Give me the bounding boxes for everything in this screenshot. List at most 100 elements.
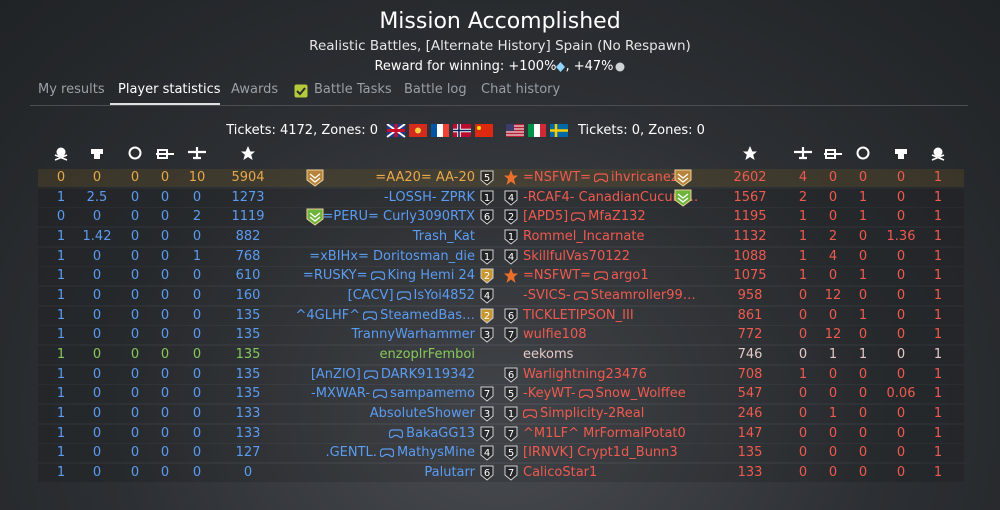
score: 133 [235,425,261,441]
stat: 0 [192,288,202,304]
rank-shield [480,268,494,284]
player-row [38,267,964,286]
reward-text: , +47% [565,59,614,74]
player-row [38,326,964,345]
rank-icon: 4 [480,445,494,462]
tab[interactable]: My results [38,82,105,97]
player-name[interactable]: BakaGG13 [389,425,475,443]
player-name[interactable]: enzoplrFemboi [380,346,475,364]
stat: 0 [896,465,906,481]
player-name[interactable]: Rommel_Incarnate [523,228,644,246]
player-name[interactable]: eekoms [523,346,573,364]
tab[interactable]: Player statistics [118,82,221,97]
player-name[interactable]: -RCAF4- CanadianCucum… [523,189,698,207]
stat: 1 [858,268,868,284]
stat: 0 [92,307,102,323]
player-name[interactable]: Palutarr [424,464,475,482]
score: 547 [737,386,763,402]
player-name[interactable]: =xBIHx= Doritosman_die [309,248,475,266]
rank-star [504,170,518,185]
player-name[interactable]: ^4GLHF^ SteamedBas… [295,307,475,325]
stat: 0 [160,229,170,244]
player-name[interactable]: -SVICS- Steamroller99… [523,287,696,305]
player-name[interactable]: =AA20= AA-20 [375,169,475,187]
player-name[interactable]: ^M1LF^ MrFormalPotat0 [523,425,686,443]
tab[interactable]: Chat history [481,82,561,97]
gamepad [389,429,404,438]
stat: 1 [933,445,943,461]
rank-icon [504,347,518,363]
nickname: [IRNVK] Crypt1d_Bunn3 [523,445,678,461]
stat: 0 [92,327,102,343]
nickname: -LOSSH- ZPRK [383,189,475,205]
stat: 4 [828,248,838,264]
stat: 0 [160,189,170,205]
award-icon [856,146,870,160]
score: 135 [235,347,261,363]
stat: 0 [896,189,906,205]
stat: 0 [160,347,170,363]
stat: 1 [56,327,66,343]
player-row [38,306,964,325]
player-name[interactable]: =RUSKY= King Hemi 24 [303,267,475,285]
flags [386,124,568,138]
console-icon [363,311,378,320]
player-name[interactable]: Simplicity-2Real [523,405,644,423]
rank-star [504,268,518,284]
player-name[interactable]: =PERU= Curly3090RTX [322,208,475,226]
nickname: enzoplrFemboi [379,347,475,363]
rank-shield [480,249,494,265]
player-name[interactable]: =NSFWT= argo1 [523,267,649,285]
stat: 0 [896,425,906,441]
stat: 0 [130,307,140,323]
stat: 0 [828,366,838,382]
stat: 0 [192,425,202,441]
player-name[interactable]: Warlightning23476 [523,366,647,384]
stat: 0 [896,307,906,323]
gamepad [370,271,385,281]
stat: 1 [828,347,838,363]
stat: 0 [858,248,868,264]
player-name[interactable]: -LOSSH- ZPRK [384,189,475,207]
console-icon [370,271,385,281]
player-name[interactable]: [APD5] MfaZ132 [523,208,646,226]
rank-icon: 7 [480,426,494,442]
player-name[interactable]: -KeyWT- Snow_Wolffee [523,385,686,403]
player-name[interactable]: TrannyWarhammer [352,326,476,344]
rank-shield [480,288,494,304]
player-row [38,169,964,187]
tab[interactable]: Awards [231,82,279,97]
player-name[interactable]: AbsoluteShower [370,405,475,423]
player-name[interactable]: =NSFWT= ihvricanez [523,169,678,187]
console-icon [594,271,609,281]
player-name[interactable]: -MXWAR-sampamemo [311,385,475,403]
stat: 0 [798,347,808,363]
stat: 0 [130,288,140,304]
stat: 0 [130,386,140,402]
stat: 0 [160,288,170,304]
tab[interactable]: Battle Tasks [314,82,392,97]
player-name[interactable]: SkillfulVas70122 [523,248,630,266]
rank-number: 6 [484,468,490,479]
player-name[interactable]: Trash_Kat [413,228,475,246]
player-name[interactable]: [CACV] IsYoi4852 [348,287,475,305]
player-name[interactable]: TICKLETIPSON_III [523,307,634,325]
player-name[interactable]: CalicoStar1 [523,464,597,482]
stat: 1 [56,425,66,441]
player-name[interactable]: [AnZlO] DARK9119342 [311,366,475,384]
tab[interactable]: Battle log [404,82,467,97]
player-name[interactable]: .GENTL. MathysMine [325,444,475,462]
badge-chevron [309,212,321,223]
score: 135 [235,327,261,343]
console-icon [523,409,537,419]
rank-icon: 1 [504,229,518,245]
console-icon [363,370,378,379]
score: 610 [235,268,261,284]
rank-shield [480,190,494,206]
check-box [294,84,308,98]
player-name[interactable]: [IRNVK] Crypt1d_Bunn3 [523,444,678,462]
player-name[interactable]: wulfie108 [523,326,586,344]
rank-number: 4 [508,193,514,204]
rank-number: 6 [508,370,514,381]
rank-icon: 7 [504,465,518,481]
